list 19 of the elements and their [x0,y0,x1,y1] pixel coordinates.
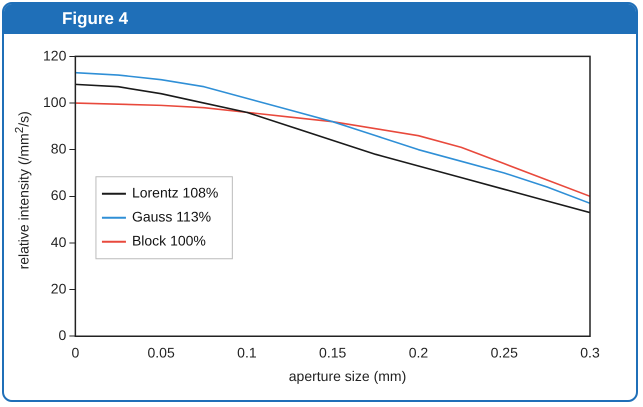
x-tick-label: 0.25 [490,344,518,360]
y-tick-label: 100 [43,94,67,110]
x-tick-label: 0 [71,344,80,360]
x-tick-label: 0.1 [237,344,257,360]
y-tick-label: 20 [50,280,67,296]
chart-title: Figure 4 [62,9,128,29]
y-tick-label: 80 [50,140,67,157]
x-tick-label: 0.05 [148,344,175,360]
y-tick-label: 40 [50,234,67,250]
x-axis-title: aperture size (mm) [288,368,408,384]
y-tick-label: 0 [58,327,67,344]
legend-label: Block 100% [132,232,206,249]
legend-label: Lorentz 108% [132,184,218,201]
y-tick-label: 60 [50,187,67,204]
y-tick-label: 120 [43,47,67,64]
x-tick-label: 0.15 [319,344,347,360]
x-tick-label: 0.2 [408,344,428,360]
legend-label: Gauss 113% [132,208,212,225]
x-tick-label: 0.3 [580,344,600,360]
